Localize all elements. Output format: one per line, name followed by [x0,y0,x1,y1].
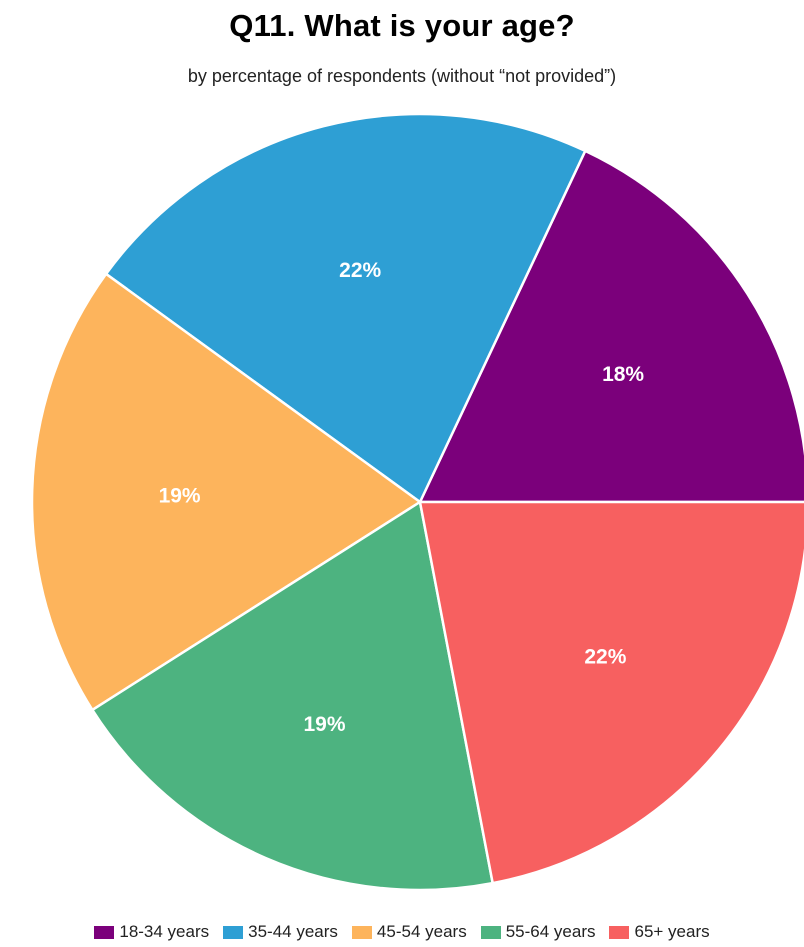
legend-label: 45-54 years [376,922,467,941]
legend-label: 65+ years [634,922,710,941]
pie-slice-65-years [418,500,804,885]
legend-swatch [480,925,501,939]
chart-title: Q11. What is your age? [229,8,575,43]
pie-slices [30,112,804,892]
legend-swatch [94,925,115,939]
pie-data-label: 22% [339,259,381,282]
legend-item-65-plus: 65+ years [609,922,710,942]
legend-label: 18-34 years [119,922,210,941]
pie-slice-55-64-years [90,499,495,892]
legend-item-18-34: 18-34 years [94,922,209,942]
pie-data-label: 18% [602,363,644,386]
pie-data-labels: 18% 22% 19% 19% 22% [159,259,645,736]
legend-label: 35-44 years [248,922,338,941]
pie-data-label: 19% [303,713,345,736]
legend-label: 55-64 years [505,922,596,941]
legend-item-35-44: 35-44 years [223,922,338,942]
pie-slice-35-44-years [104,112,587,504]
legend-swatch [609,925,630,939]
pie-slice-18-34-years [418,149,804,504]
legend-swatch [223,925,244,939]
legend-item-45-54: 45-54 years [351,922,467,942]
chart-legend: 18-34 years 35-44 years 45-54 years 55-6… [0,922,804,942]
legend-item-55-64: 55-64 years [480,922,596,942]
pie-data-label: 22% [584,645,626,668]
chart-subtitle: by percentage of respondents (without “n… [187,66,617,86]
legend-swatch [351,925,372,939]
pie-slice-45-54-years [30,272,423,712]
pie-data-label: 19% [159,484,201,507]
